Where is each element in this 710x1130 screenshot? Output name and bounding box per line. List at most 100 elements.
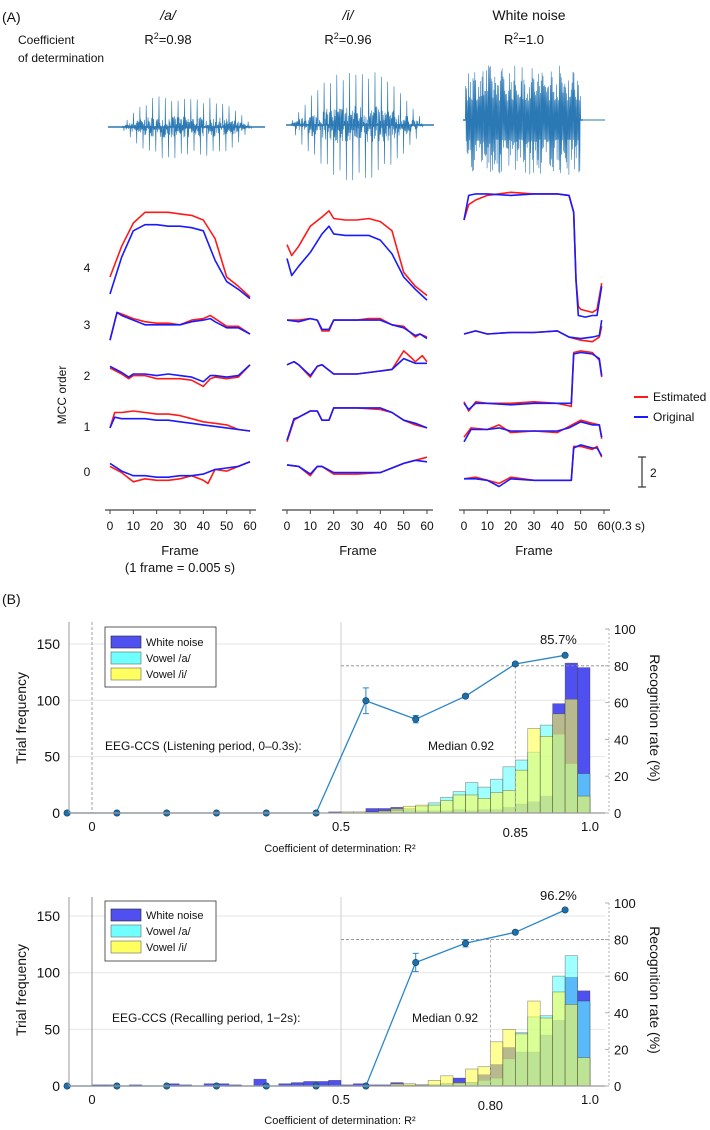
x-tick-label: 0 bbox=[88, 819, 95, 834]
trace-original-order-3 bbox=[286, 317, 428, 340]
legend-swatch-white-noise bbox=[110, 908, 142, 922]
x-tick-label: 0.80 bbox=[478, 1098, 503, 1113]
legend-swatch-white-noise bbox=[110, 635, 142, 649]
column-header-a: /a/ R2=0.98 bbox=[144, 7, 191, 47]
legend-label-white-noise: White noise bbox=[146, 637, 203, 649]
legend-label-estimated: Estimated bbox=[653, 390, 706, 404]
x-tick-label: 1.0 bbox=[581, 1092, 599, 1107]
column-header-white-noise: White noise R2=1.0 bbox=[492, 7, 565, 47]
trace-estimated-order-0 bbox=[109, 461, 251, 485]
y-tick-label-right: 100 bbox=[614, 622, 636, 637]
trace-estimated-order-4 bbox=[286, 210, 428, 297]
recognition-point bbox=[511, 660, 519, 668]
x-tick-label: 0.5 bbox=[332, 819, 350, 834]
frame-tick-label: 40 bbox=[374, 519, 388, 533]
recognition-point bbox=[461, 939, 469, 947]
recognition-point bbox=[461, 692, 469, 700]
r2-label: R2=0.96 bbox=[324, 31, 371, 47]
trace-original-order-4 bbox=[463, 193, 603, 318]
frame-axis-label-a: Frame bbox=[161, 543, 199, 558]
frame-tick-label: 60 bbox=[243, 519, 257, 533]
y-tick-label-right: 20 bbox=[614, 1042, 628, 1057]
bar-vowel-i bbox=[564, 1004, 578, 1087]
trace-original-order-0 bbox=[109, 461, 251, 478]
frame-tick-label: 10 bbox=[127, 519, 141, 533]
recognition-point bbox=[561, 906, 569, 914]
frame-tick-label: 30 bbox=[350, 519, 364, 533]
y-tick-label-left: 50 bbox=[44, 1021, 60, 1037]
frame-tick-label: 20 bbox=[504, 519, 518, 533]
frame-axis-note: (1 frame = 0.005 s) bbox=[125, 560, 235, 575]
r2-label: R2=1.0 bbox=[504, 31, 544, 47]
frame-tick-label: 0 bbox=[284, 519, 291, 533]
column-title: /a/ bbox=[159, 7, 178, 23]
bar-vowel-i bbox=[539, 736, 553, 814]
bar-vowel-i bbox=[539, 1017, 553, 1087]
trace-estimated-order-3 bbox=[109, 311, 251, 341]
frame-tick-label: 10 bbox=[304, 519, 318, 533]
order-label-1: 1 bbox=[84, 420, 91, 434]
column-header-i: /i/ R2=0.96 bbox=[324, 7, 371, 47]
trace-original-order-1 bbox=[109, 416, 251, 432]
bar-vowel-i bbox=[552, 713, 566, 814]
y-tick-label-right: 0 bbox=[614, 1079, 621, 1094]
legend-label-vowel-i: Vowel /i/ bbox=[146, 669, 188, 681]
y-tick-label-right: 60 bbox=[614, 969, 628, 984]
panel-b-label: (B) bbox=[2, 591, 21, 607]
trace-original-order-4 bbox=[286, 225, 428, 301]
y-axis-label-left: Trial frequency bbox=[13, 672, 29, 764]
legend-label-original: Original bbox=[653, 410, 694, 424]
column-title: White noise bbox=[492, 7, 565, 23]
legend-swatch-vowel-a bbox=[110, 924, 142, 938]
recognition-point bbox=[412, 715, 420, 723]
frame-tick-label: 40 bbox=[197, 519, 211, 533]
recognition-point bbox=[412, 958, 420, 966]
trace-estimated-order-2 bbox=[109, 364, 251, 388]
y-axis-label-right: Recognition rate (%) bbox=[647, 654, 663, 782]
y-tick-label-left: 100 bbox=[37, 692, 61, 708]
legend-label-vowel-a: Vowel /a/ bbox=[146, 926, 192, 938]
frame-axis-label-noise: Frame bbox=[515, 543, 553, 558]
frame-tick-label: 50 bbox=[397, 519, 411, 533]
frame-tick-label: 60 bbox=[597, 519, 611, 533]
histogram-listening: 0 50 100 150 0 20 40 60 80 100 0 0.5 0.85 1.0 EEG-CCS… bbox=[13, 622, 663, 855]
frame-tick-label: 30 bbox=[173, 519, 187, 533]
bar-vowel-i bbox=[477, 1066, 491, 1087]
trace-original-order-1 bbox=[463, 421, 603, 443]
bar-vowel-i bbox=[427, 804, 441, 814]
panel-a-label: (A) bbox=[2, 9, 21, 25]
mcc-legend: Estimated Original bbox=[634, 390, 706, 424]
y-tick-label-left: 50 bbox=[44, 749, 60, 765]
bar-vowel-i bbox=[577, 795, 591, 814]
trace-original-order-3 bbox=[463, 319, 603, 340]
order-label-2: 2 bbox=[84, 369, 91, 383]
y-tick-label-right: 100 bbox=[614, 896, 636, 911]
frame-tick-label: 20 bbox=[327, 519, 341, 533]
trace-estimated-order-0 bbox=[463, 445, 603, 485]
y-axis-label-left: Trial frequency bbox=[13, 944, 29, 1036]
median-label: Median 0.92 bbox=[412, 1011, 478, 1025]
time-end-note: (0.3 s) bbox=[611, 519, 645, 533]
frame-tick-label: 10 bbox=[481, 519, 495, 533]
mcc-order-axis-label: MCC order bbox=[55, 366, 69, 425]
y-tick-label-right: 80 bbox=[614, 933, 628, 948]
trace-original-order-3 bbox=[109, 311, 251, 341]
bar-vowel-i bbox=[440, 1075, 454, 1087]
column-title: /i/ bbox=[342, 7, 356, 23]
recognition-point bbox=[511, 928, 519, 936]
trace-estimated-order-4 bbox=[463, 191, 603, 314]
y-tick-label-right: 20 bbox=[614, 769, 628, 784]
waveform-i bbox=[286, 72, 434, 181]
peak-rate-label: 96.2% bbox=[540, 888, 577, 903]
frame-tick-label: 50 bbox=[220, 519, 234, 533]
legend: White noise Vowel /a/ Vowel /i/ bbox=[104, 900, 217, 962]
peak-rate-label: 85.7% bbox=[540, 632, 577, 647]
x-axis-label: Coefficient of determination: R² bbox=[264, 1115, 416, 1127]
frame-tick-label: 60 bbox=[420, 519, 434, 533]
y-tick-label-left: 150 bbox=[37, 636, 61, 652]
y-tick-label-right: 40 bbox=[614, 1006, 628, 1021]
trace-estimated-order-2 bbox=[463, 350, 603, 412]
frame-tick-label: 40 bbox=[551, 519, 565, 533]
legend-label-vowel-i: Vowel /i/ bbox=[146, 942, 188, 954]
y-tick-label-left: 0 bbox=[52, 1078, 60, 1094]
